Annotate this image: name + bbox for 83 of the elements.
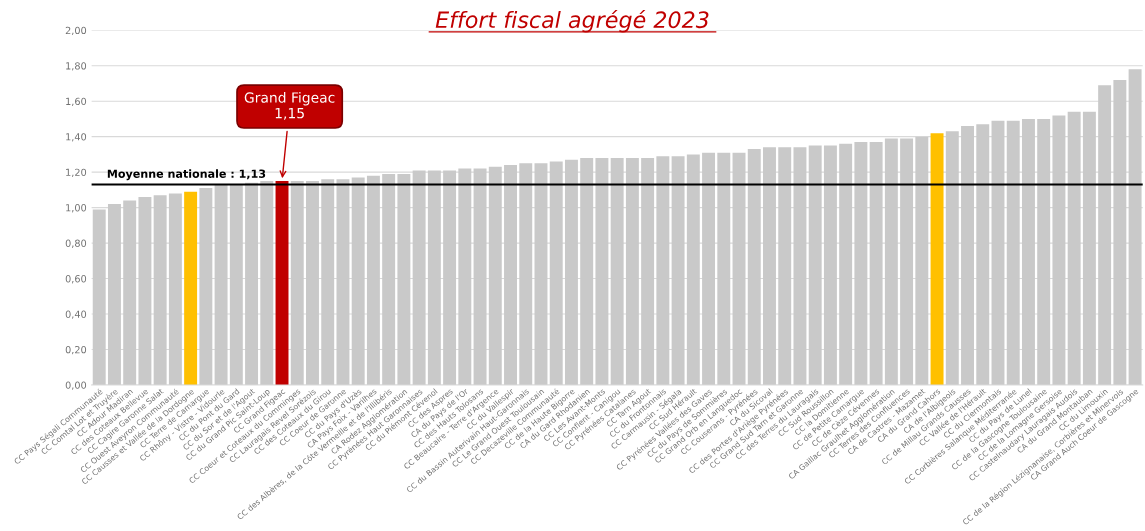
bar: [945, 131, 959, 385]
bar: [168, 193, 182, 385]
bar: [686, 154, 700, 385]
bar: [854, 142, 868, 385]
y-tick-label: 0,60: [65, 275, 87, 284]
y-tick-label: 2,00: [65, 26, 87, 36]
bar: [839, 143, 853, 385]
bar: [260, 181, 274, 385]
y-tick-label: 0,80: [65, 239, 87, 248]
y-tick-label: 1,80: [66, 62, 87, 71]
bar: [1037, 118, 1051, 385]
bar: [808, 145, 822, 385]
bar: [1052, 115, 1066, 385]
bar: [717, 152, 731, 385]
bar: [382, 173, 396, 385]
bar: [1067, 111, 1081, 385]
bar: [519, 163, 533, 385]
chart-title: Effort fiscal agrégé 2023: [435, 10, 709, 33]
y-tick-label: 1,40: [66, 133, 87, 142]
bar: [641, 157, 655, 385]
bar: [900, 138, 914, 385]
bar: [1021, 118, 1035, 385]
bar: [610, 157, 624, 385]
bar: [443, 170, 457, 385]
y-tick-label: 1,00: [66, 204, 87, 213]
bar: [732, 152, 746, 385]
bar: [534, 163, 548, 385]
bar: [580, 157, 594, 385]
ref-line-label: Moyenne nationale : 1,13: [107, 169, 266, 181]
bar: [397, 173, 411, 385]
bar: [564, 159, 578, 385]
bar: [549, 161, 563, 385]
bar: [92, 209, 106, 385]
bar: [991, 120, 1005, 385]
bar: [625, 157, 639, 385]
bar: [884, 138, 898, 385]
bar: [778, 147, 792, 385]
bar: [823, 145, 837, 385]
bar: [138, 196, 152, 385]
y-tick-label: 0,40: [65, 310, 87, 319]
bar: [153, 195, 167, 385]
y-tick-label: 0,20: [65, 345, 87, 355]
bar: [229, 184, 243, 385]
bar: [366, 175, 380, 385]
bar: [107, 204, 121, 385]
bar: [473, 168, 487, 385]
bar: [595, 157, 609, 385]
bar: [321, 179, 335, 385]
bar: [656, 156, 670, 385]
bar: [793, 147, 807, 385]
bar: [245, 182, 259, 385]
y-tick-label: 0,00: [65, 381, 87, 390]
bar: [915, 136, 929, 385]
bar: [1098, 85, 1112, 385]
bar: [747, 149, 761, 385]
bar: [976, 124, 990, 385]
bar: [504, 165, 517, 385]
y-tick-label: 1,20: [66, 168, 87, 177]
bar: [351, 177, 365, 385]
bar: [184, 191, 198, 385]
bar: [961, 126, 974, 385]
bar: [702, 152, 716, 385]
bar: [306, 181, 319, 385]
bar: [336, 179, 350, 385]
bar: [123, 200, 137, 385]
bar: [869, 142, 883, 385]
bar: [1082, 111, 1096, 385]
bar: [412, 170, 426, 385]
bar: [275, 181, 289, 385]
bar: [1128, 69, 1142, 385]
bar: [458, 168, 472, 385]
annotation: Grand Figeac 1,15: [244, 92, 335, 120]
bar: [199, 188, 213, 385]
bar: [1113, 79, 1127, 385]
bar: [214, 184, 228, 385]
bar: [427, 170, 441, 385]
bar: [671, 156, 685, 385]
bar: [1006, 120, 1020, 385]
bar: [488, 166, 502, 385]
bar: [930, 133, 944, 385]
bar: [290, 181, 304, 385]
y-tick-label: 1,60: [66, 97, 87, 107]
bar: [763, 147, 776, 385]
